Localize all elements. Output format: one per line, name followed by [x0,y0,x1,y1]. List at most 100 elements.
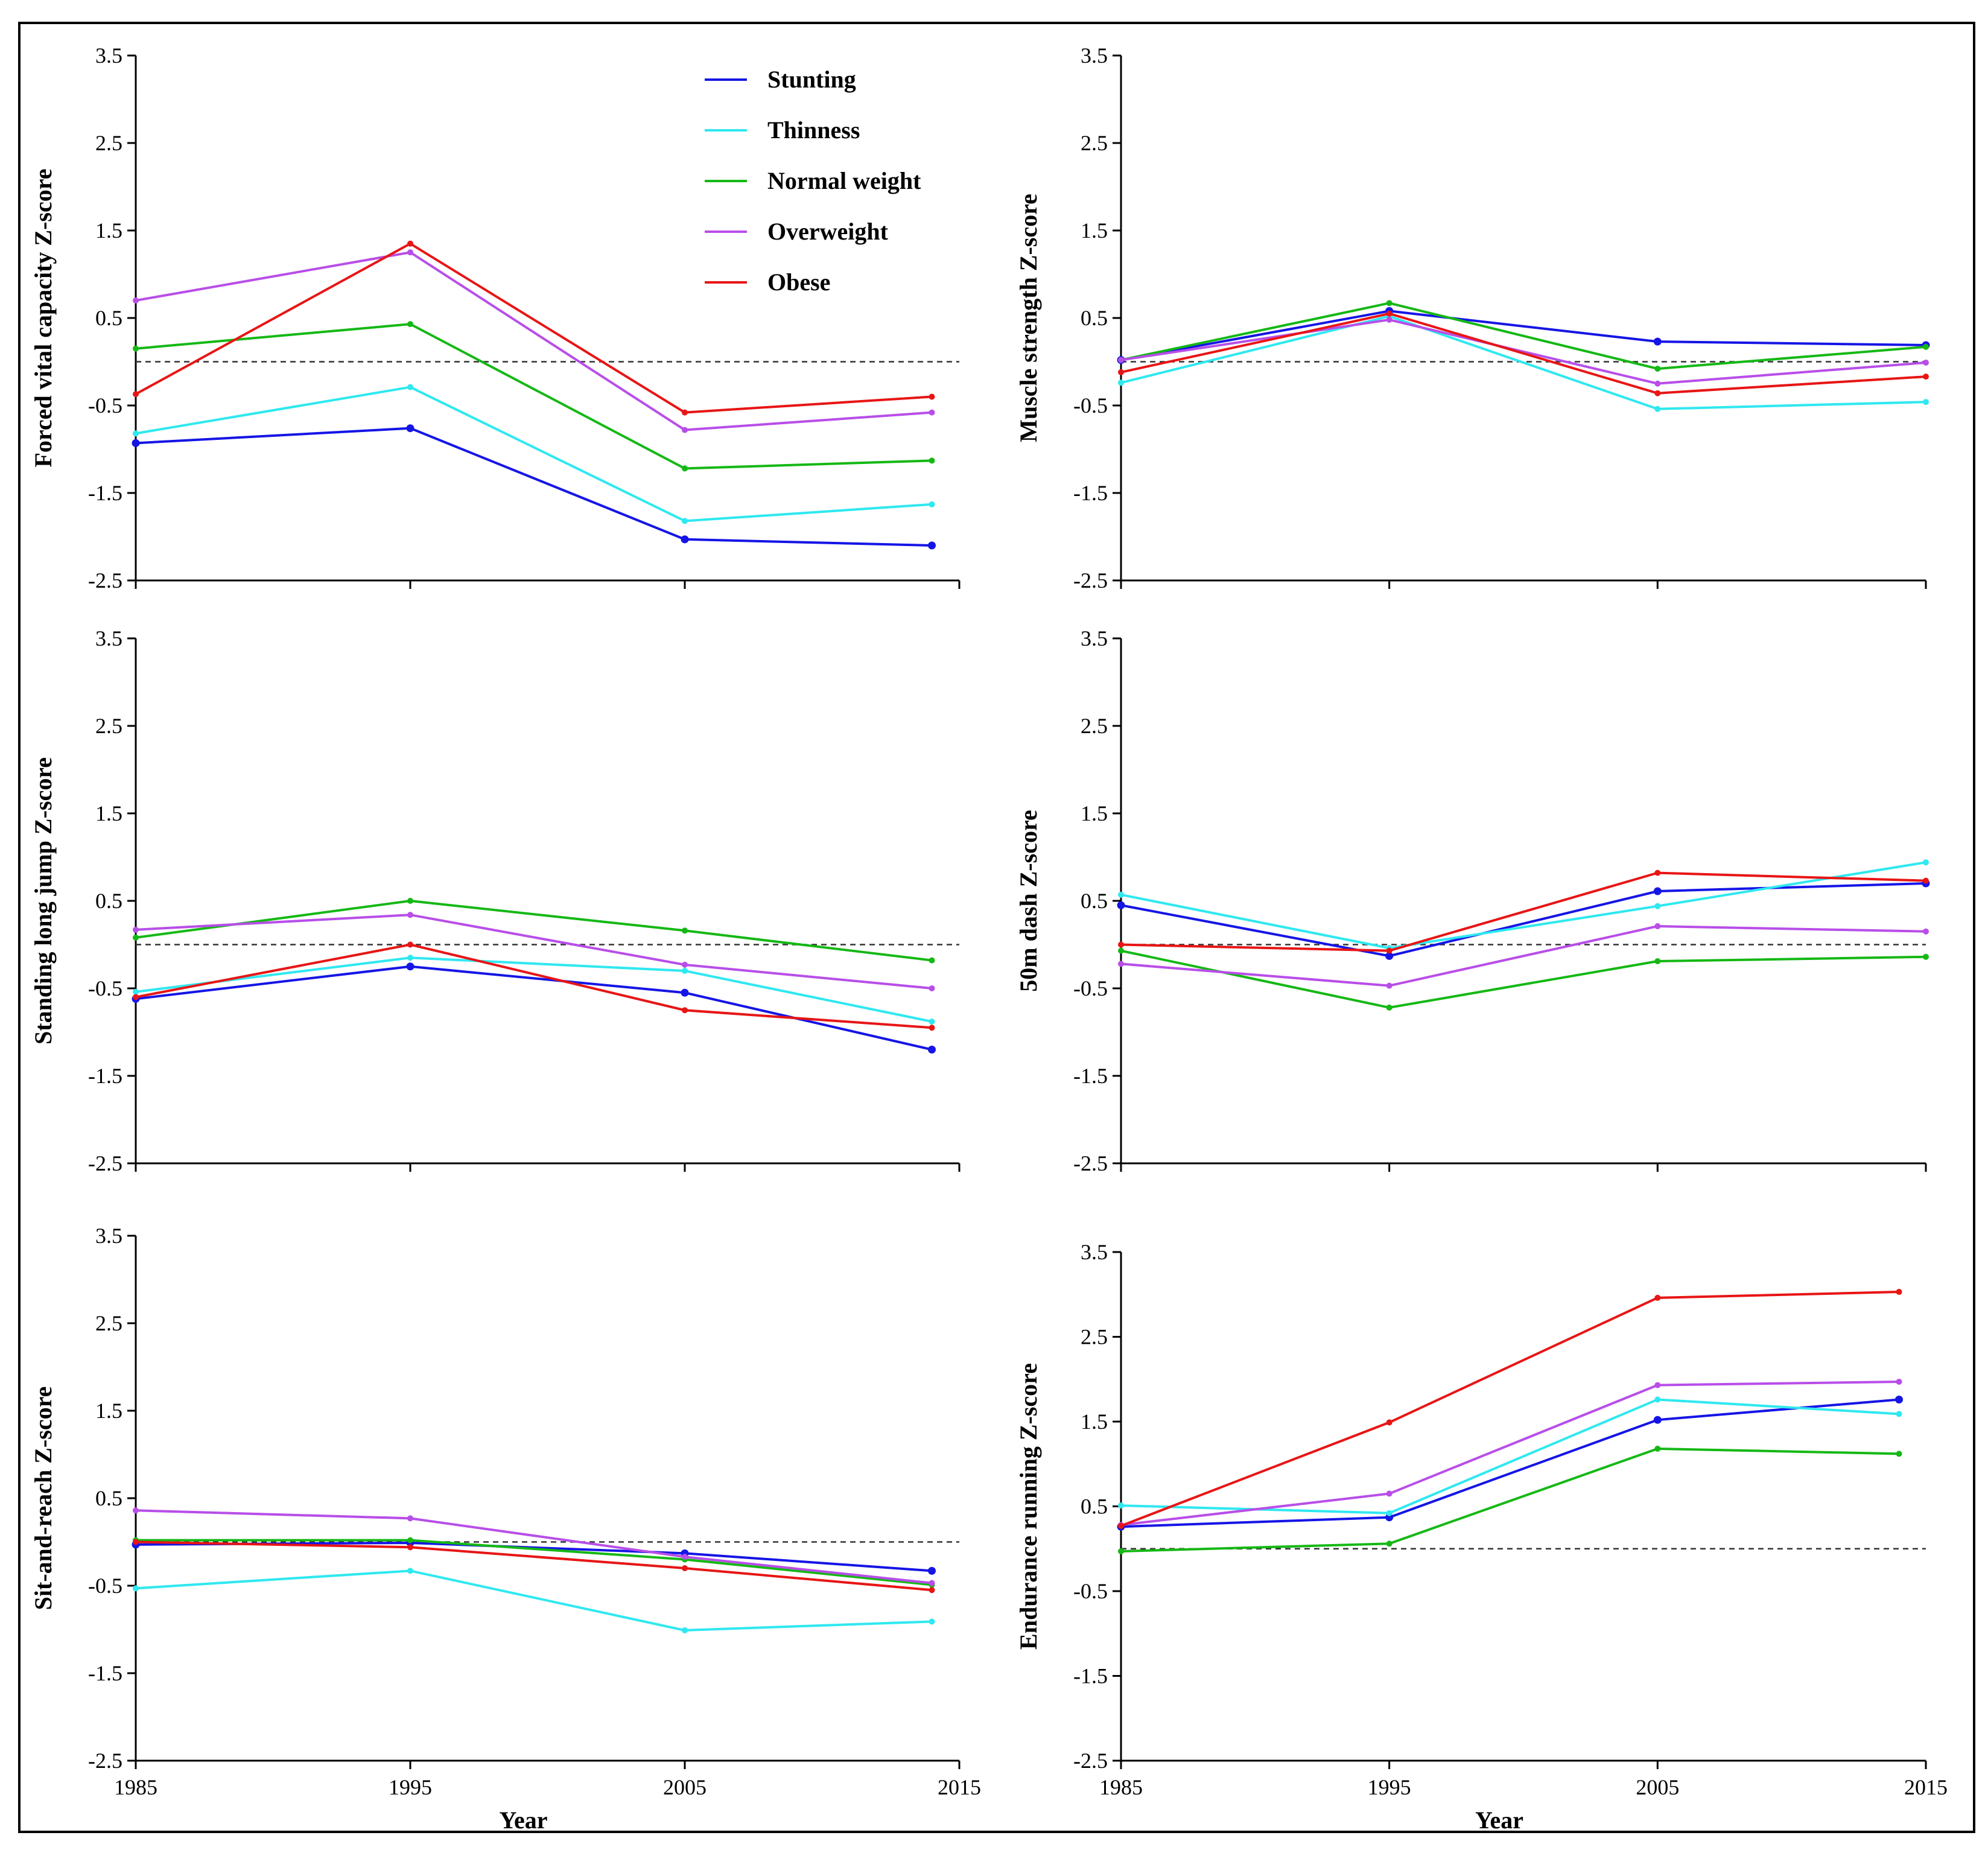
series-line-obese [1120,871,1926,952]
data-point-thinness [1923,859,1929,866]
data-point-obese [1118,369,1124,375]
data-point-obese [1386,1419,1393,1426]
y-tick-label: -2.5 [88,568,122,593]
data-point-normal [1654,366,1661,372]
data-point-normal [133,345,139,352]
y-axis-label: Forced vital capacity Z-score [30,168,57,467]
data-point-stunting [928,1046,936,1054]
data-point-thinness [682,1627,688,1633]
chart-panel-top-left: 3.5 2.5 1.5 0.5 -0.5 -1.5 -2.5 Forced vital cap… [30,43,961,593]
data-point-obese [1118,941,1124,948]
data-point-overweight [1654,923,1661,930]
series-line-normal [1120,949,1926,1009]
data-point-normal [682,465,688,472]
data-point-overweight [682,961,688,968]
y-tick-label: -1.5 [1073,1064,1108,1088]
series-line-obese [1120,1291,1899,1527]
data-point-obese [1923,373,1929,380]
data-point-normal [1386,1540,1393,1547]
y-axis-label: 50m dash Z-score [1015,810,1042,991]
y-tick-label: -2.5 [88,1749,122,1773]
y-tick-label: 0.5 [95,1486,122,1510]
y-tick-label: 3.5 [1081,43,1108,68]
y-tick-label: 2.5 [1081,714,1108,738]
data-point-stunting [406,962,414,971]
data-point-overweight [1386,1490,1393,1497]
data-point-obese [1118,1522,1124,1529]
data-point-stunting [681,988,689,997]
x-axis-label: Year [500,1807,548,1834]
data-point-stunting [1653,887,1662,895]
series-line-overweight [1120,925,1926,987]
chart-panel-middle-left: 3.5 2.5 1.5 0.5 -0.5 -1.5 -2.5 Standing long ju… [30,626,961,1175]
data-point-normal [929,457,935,464]
y-tick-label: -0.5 [1073,1579,1108,1603]
series-line-stunting [1120,882,1926,958]
series-line-obese [135,1540,932,1592]
data-point-thinness [929,1618,935,1625]
data-point-obese [407,941,413,948]
data-point-stunting [1117,901,1125,909]
y-tick-label: 0.5 [1081,889,1108,913]
y-axis-label: Muscle strength Z-score [1015,194,1042,442]
data-point-thinness [407,1568,413,1574]
data-point-thinness [407,384,413,390]
y-tick-label: -2.5 [1073,568,1108,593]
x-tick-label: 2005 [663,1775,707,1799]
x-tick-label: 1985 [1099,1775,1143,1799]
data-point-obese [929,393,935,400]
data-point-thinness [407,955,413,961]
y-tick-label: -1.5 [88,1661,122,1685]
data-point-overweight [133,297,139,304]
series-line-normal [1120,302,1926,370]
data-point-thinness [133,430,139,437]
y-tick-label: 1.5 [95,218,122,243]
data-point-thinness [1654,405,1661,412]
y-tick-label: 1.5 [1081,1410,1108,1434]
data-point-thinness [1896,1411,1902,1417]
y-tick-label: 3.5 [1081,626,1108,650]
data-point-normal [929,957,935,964]
data-point-obese [929,1025,935,1031]
data-point-thinness [1923,399,1929,405]
x-axis-label: Year [1475,1807,1523,1834]
y-tick-label: 3.5 [95,43,122,68]
data-point-obese [133,1539,139,1545]
chart-panel-middle-right: 3.5 2.5 1.5 0.5 -0.5 -1.5 -2.5 50m dash Z-score [1015,626,1930,1175]
data-point-thinness [1654,1396,1661,1403]
data-point-obese [929,1587,935,1594]
data-point-overweight [1654,380,1661,387]
data-point-normal [1654,1445,1661,1452]
series-line-normal [135,899,932,962]
series-line-thinness [135,956,932,1023]
data-point-thinness [1654,903,1661,909]
data-point-stunting [132,439,140,447]
data-point-thinness [1118,380,1124,386]
y-tick-label: -2.5 [1073,1749,1108,1773]
data-point-thinness [133,988,139,995]
data-point-thinness [929,1019,935,1025]
series-line-normal [135,323,932,470]
y-axis-label: Endurance running Z-score [1015,1363,1042,1650]
series-line-obese [1120,312,1926,395]
y-tick-label: 3.5 [95,626,122,650]
y-axis-label: Standing long jump Z-score [30,757,57,1044]
series-line-overweight [135,914,932,990]
y-tick-label: 3.5 [1081,1240,1108,1264]
data-point-overweight [929,985,935,991]
data-point-overweight [1896,1378,1902,1385]
data-point-obese [1654,1294,1661,1301]
y-tick-label: 2.5 [95,1311,122,1335]
data-point-overweight [1923,359,1929,366]
data-point-overweight [407,249,413,256]
data-point-thinness [682,518,688,524]
data-point-thinness [682,968,688,974]
data-point-thinness [133,1585,139,1592]
data-point-obese [1386,310,1393,317]
data-point-normal [1896,1451,1902,1457]
x-tick-label: 2005 [1636,1775,1679,1799]
y-tick-label: -2.5 [1073,1151,1108,1175]
y-tick-label: -2.5 [88,1151,122,1175]
